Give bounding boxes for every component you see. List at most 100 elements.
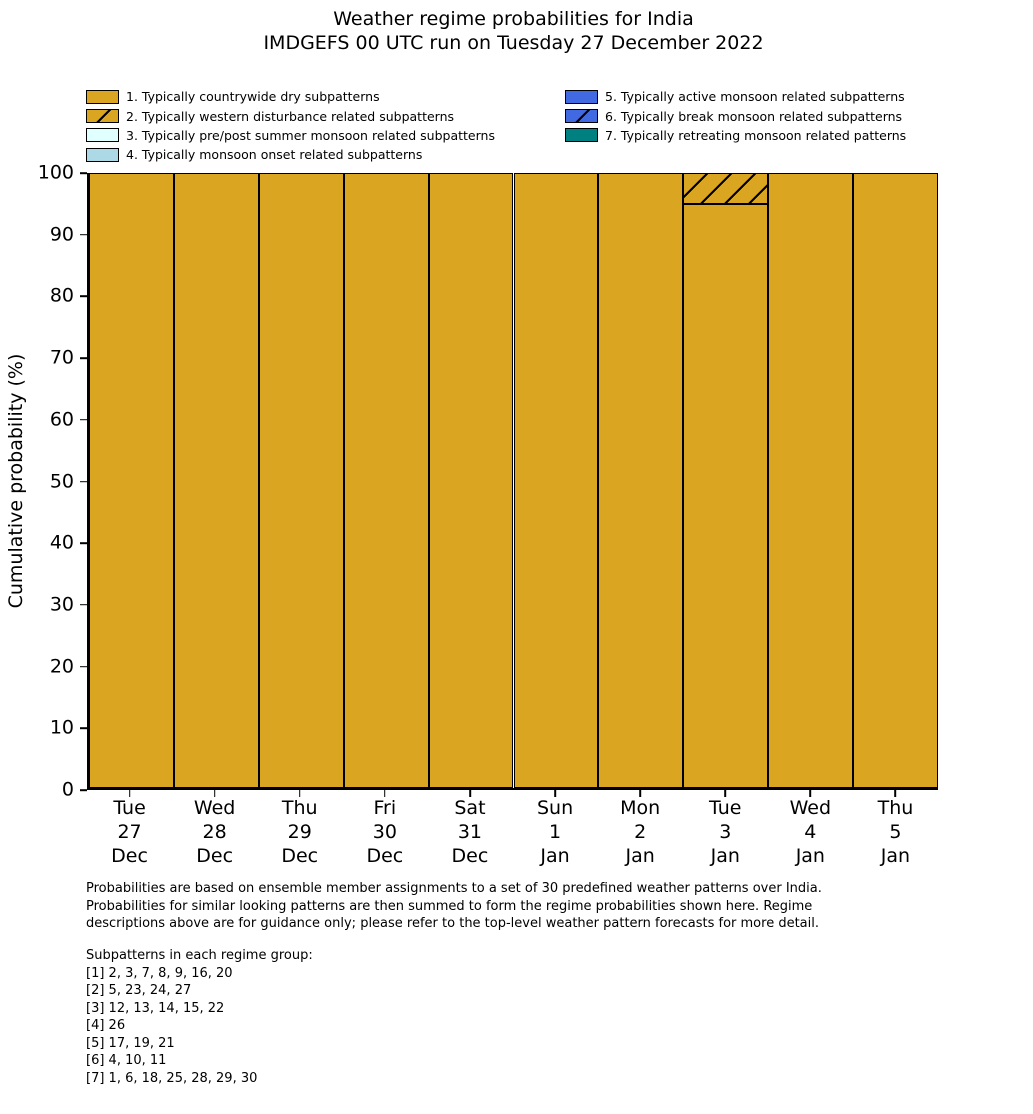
y-tick-label: 30 — [49, 593, 74, 616]
x-tick-label-line: 28 — [202, 821, 227, 843]
legend-swatch — [86, 128, 119, 143]
footer-description-line: Probabilities for similar looking patter… — [86, 898, 813, 914]
bar-segment — [513, 173, 599, 788]
footer-description-line: Probabilities are based on ensemble memb… — [86, 881, 822, 896]
x-tick-label-line: Wed — [789, 797, 832, 819]
bar — [513, 173, 599, 788]
bar-segment — [89, 173, 174, 788]
subpatterns-title: Subpatterns in each regime group: — [86, 948, 313, 963]
bar-segment — [683, 173, 769, 204]
x-tick-label-line: 30 — [372, 821, 397, 843]
bar — [89, 173, 174, 788]
x-tick-label-line: Dec — [366, 845, 404, 867]
x-tick-label: Thu 29 Dec — [281, 796, 318, 868]
legend-column-left: 1. Typically countrywide dry subpatterns… — [86, 87, 495, 165]
x-tick-label-line: 4 — [804, 821, 817, 843]
legend-swatch — [86, 147, 119, 162]
legend-swatch — [565, 89, 598, 104]
legend-item: 2. Typically western disturbance related… — [86, 106, 495, 125]
x-tick-label-line: Jan — [710, 845, 740, 867]
chart-title: Weather regime probabilities for India I… — [0, 7, 1027, 55]
x-tick-label-line: Jan — [625, 845, 655, 867]
legend-label: 1. Typically countrywide dry subpatterns — [126, 89, 380, 105]
x-tick-label: Tue 27 Dec — [111, 796, 148, 868]
x-tick-mark — [469, 790, 471, 797]
x-axis: Tue 27 Dec Wed 28 Dec Thu 29 Dec Fri 30 Dec Sat 31 Dec… — [87, 790, 938, 875]
y-axis: 0 10 20 30 40 50 60 70 80 90 100 — [0, 162, 87, 801]
legend-label: 5. Typically active monsoon related subp… — [605, 89, 905, 105]
bar — [428, 173, 514, 788]
x-tick-label-line: Dec — [111, 845, 148, 867]
x-tick-label: Tue 3 Jan — [709, 796, 741, 868]
y-tick-mark — [80, 604, 87, 606]
bar-segment — [853, 173, 938, 788]
bar — [683, 173, 769, 788]
legend-item: 3. Typically pre/post summer monsoon rel… — [86, 126, 495, 145]
subpattern-line: [3] 12, 13, 14, 15, 22 — [86, 1000, 225, 1016]
x-tick-mark — [128, 790, 131, 797]
x-tick-mark — [639, 790, 641, 797]
x-tick-label-line: Jan — [880, 845, 911, 867]
y-tick-mark — [80, 542, 87, 544]
legend-label: 3. Typically pre/post summer monsoon rel… — [126, 127, 495, 143]
bar-segment — [598, 173, 684, 788]
x-tick-label-line: 31 — [457, 821, 483, 843]
y-tick-label: 60 — [49, 408, 74, 431]
y-tick-mark — [80, 789, 87, 791]
subpattern-line: [4] 26 — [86, 1018, 126, 1033]
y-tick-label: 50 — [49, 470, 74, 493]
y-tick-label: 20 — [49, 655, 74, 678]
x-tick-label-line: 1 — [549, 821, 562, 843]
bar — [258, 173, 344, 788]
bar-segment — [428, 173, 514, 788]
y-tick-label: 100 — [37, 161, 74, 184]
footer-description: Probabilities are based on ensemble memb… — [86, 880, 822, 933]
bar — [343, 173, 429, 788]
x-tick-label-line: Wed — [193, 797, 236, 819]
legend-label: 7. Typically retreating monsoon related … — [605, 127, 907, 143]
y-tick-label: 80 — [49, 284, 74, 307]
subpattern-line: [6] 4, 10, 11 — [86, 1053, 167, 1068]
x-tick-label-line: Dec — [451, 845, 489, 867]
x-tick-label-line: 27 — [117, 821, 142, 843]
x-tick-label-line: Mon — [620, 797, 661, 819]
legend-swatch — [86, 109, 119, 124]
legend-label: 6. Typically break monsoon related subpa… — [605, 108, 903, 124]
legend-label: 4. Typically monsoon onset related subpa… — [126, 147, 423, 163]
subpattern-line: [2] 5, 23, 24, 27 — [86, 983, 192, 998]
x-tick-label-line: Dec — [196, 845, 234, 867]
y-tick-mark — [80, 172, 87, 174]
x-tick-label-line: Jan — [795, 845, 825, 867]
bar — [598, 173, 684, 788]
x-tick-label-line: Thu — [877, 797, 914, 819]
x-tick-label-line: 29 — [287, 821, 312, 843]
y-tick-label: 0 — [61, 778, 74, 801]
legend-item: 4. Typically monsoon onset related subpa… — [86, 145, 495, 164]
subpattern-line: [1] 2, 3, 7, 8, 9, 16, 20 — [86, 965, 233, 981]
x-tick-label-line: Sun — [536, 797, 574, 819]
x-tick-label: Thu 5 Jan — [878, 796, 914, 868]
footer-description-line: descriptions above are for guidance only… — [86, 916, 819, 931]
chart-title-line2: IMDGEFS 00 UTC run on Tuesday 27 Decembe… — [263, 32, 764, 54]
x-tick-label: Wed 28 Dec — [194, 796, 235, 868]
x-tick-mark — [384, 790, 386, 797]
x-tick-label-line: Jan — [540, 845, 570, 867]
bar — [853, 173, 938, 788]
y-tick-mark — [80, 233, 87, 236]
y-tick-label: 70 — [49, 346, 74, 369]
subpattern-line: [7] 1, 6, 18, 25, 28, 29, 30 — [86, 1070, 258, 1086]
legend-item: 5. Typically active monsoon related subp… — [565, 87, 906, 106]
chart-title-line1: Weather regime probabilities for India — [333, 8, 694, 30]
legend-swatch — [565, 109, 598, 124]
y-tick-label: 90 — [49, 223, 74, 246]
x-tick-mark — [213, 790, 216, 797]
x-tick-mark — [809, 790, 812, 797]
subpattern-line: [5] 17, 19, 21 — [86, 1035, 175, 1051]
legend-label: 2. Typically western disturbance related… — [126, 108, 455, 124]
y-tick-label: 10 — [49, 716, 74, 739]
bar — [768, 173, 854, 788]
y-tick-mark — [80, 295, 87, 298]
x-tick-label-line: 5 — [889, 821, 902, 843]
subpatterns-list: Subpatterns in each regime group: [1] 2,… — [86, 947, 313, 1087]
